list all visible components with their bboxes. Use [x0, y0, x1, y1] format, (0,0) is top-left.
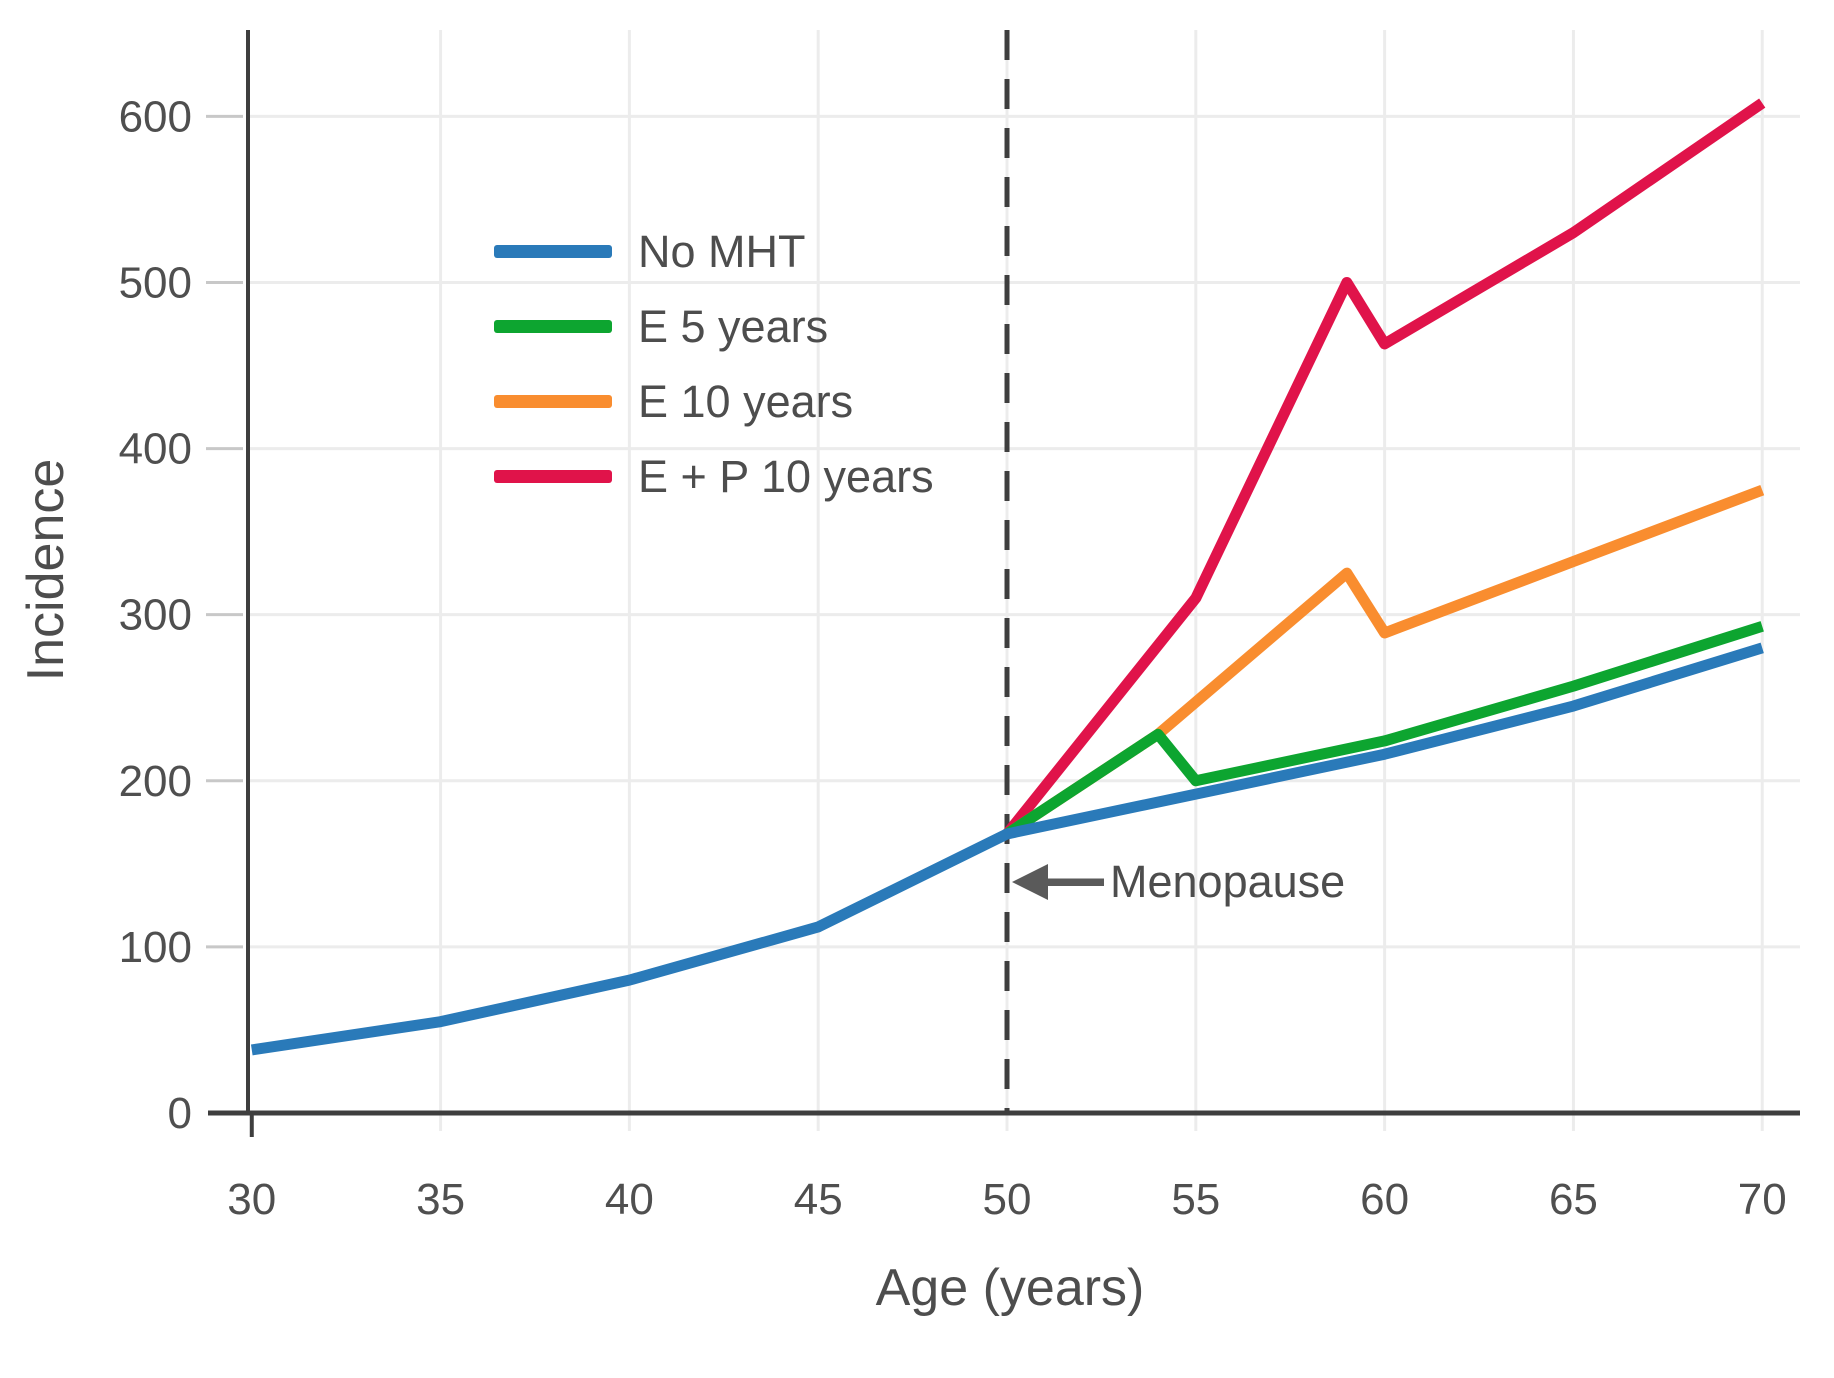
legend-swatch-e5 — [494, 320, 612, 333]
menopause-annotation: Menopause — [1012, 856, 1346, 907]
legend-label-e5: E 5 years — [638, 300, 829, 352]
x-tick-label: 55 — [1171, 1175, 1220, 1224]
y-tick-label: 200 — [119, 757, 192, 806]
x-tick-label: 70 — [1738, 1175, 1787, 1224]
x-tick-label: 30 — [227, 1175, 276, 1224]
y-tick-label: 0 — [168, 1089, 192, 1138]
y-tick-label: 400 — [119, 425, 192, 474]
legend-swatch-no-mht — [494, 245, 612, 258]
legend: No MHT E 5 years E 10 years E + P 10 yea… — [494, 214, 934, 514]
legend-label-ep10: E + P 10 years — [638, 450, 934, 502]
legend-item-no-mht: No MHT — [494, 214, 934, 289]
series-line-e-5-years — [1003, 621, 1764, 839]
legend-label-no-mht: No MHT — [638, 225, 806, 277]
x-tick-label: 65 — [1549, 1175, 1598, 1224]
legend-item-ep10: E + P 10 years — [494, 439, 934, 514]
series-line-no-mht — [250, 642, 1764, 1056]
x-axis-title: Age (years) — [875, 1259, 1145, 1317]
y-axis-title: Incidence — [17, 458, 75, 682]
x-tick-label: 40 — [605, 1175, 654, 1224]
x-tick-label: 45 — [794, 1175, 843, 1224]
series-line-e-p-10-years — [1002, 98, 1766, 838]
x-tick-label: 50 — [983, 1175, 1032, 1224]
x-tick-label: 60 — [1360, 1175, 1409, 1224]
legend-swatch-ep10 — [494, 470, 612, 483]
left-arrow-icon — [1012, 862, 1104, 902]
legend-item-e10: E 10 years — [494, 364, 934, 439]
y-tick-label: 300 — [119, 591, 192, 640]
y-tick-label: 500 — [119, 258, 192, 307]
legend-label-e10: E 10 years — [638, 375, 854, 427]
x-tick-label: 35 — [416, 1175, 465, 1224]
menopause-label: Menopause — [1110, 856, 1346, 907]
legend-swatch-e10 — [494, 395, 612, 408]
legend-item-e5: E 5 years — [494, 289, 934, 364]
y-tick-label: 100 — [119, 923, 192, 972]
y-tick-label: 600 — [119, 92, 192, 141]
